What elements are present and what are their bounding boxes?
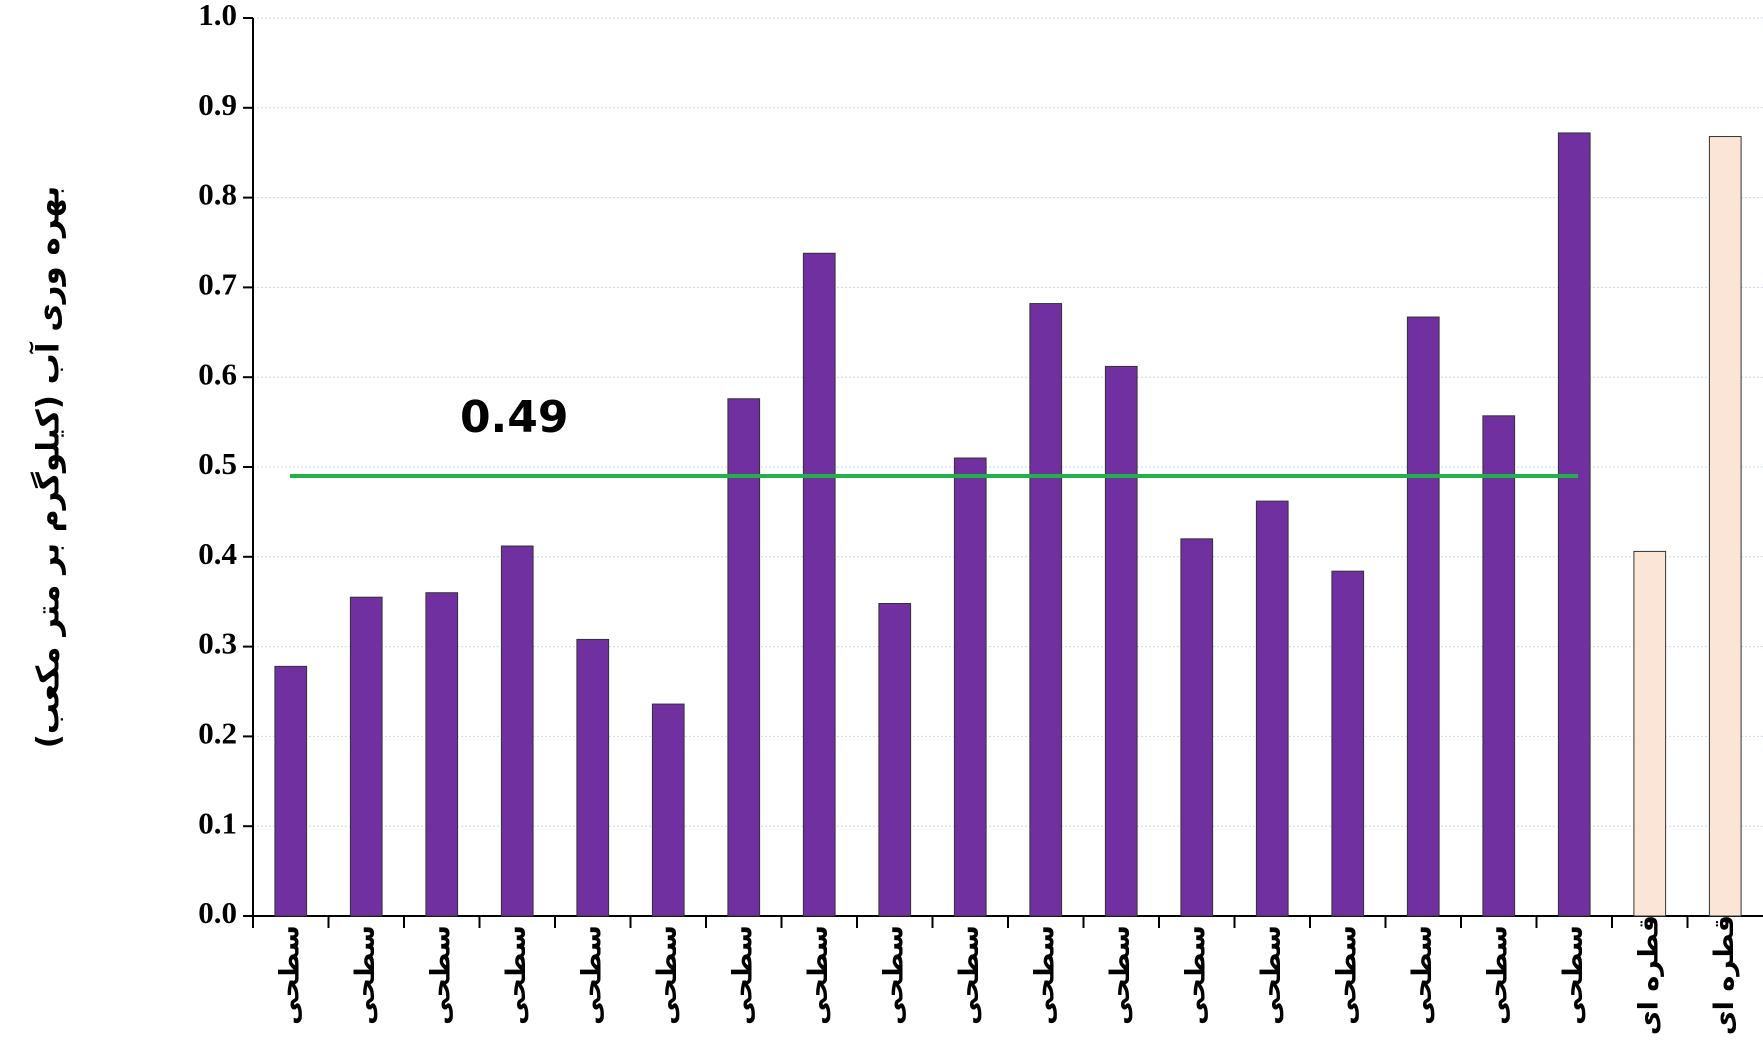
y-tick-label: 0.4 bbox=[198, 536, 237, 571]
x-tick-label: سطحی bbox=[652, 925, 683, 1025]
x-tick-label: سطحی bbox=[425, 925, 456, 1025]
y-tick-label: 0.3 bbox=[198, 626, 237, 661]
x-tick-label: سطحی bbox=[1407, 925, 1438, 1025]
bar bbox=[651, 703, 685, 917]
x-tick-label: سطحی bbox=[727, 925, 758, 1025]
bar bbox=[1633, 550, 1667, 917]
y-tick-label: 0.2 bbox=[198, 716, 237, 751]
bar bbox=[500, 545, 534, 917]
x-tick-label: سطحی bbox=[274, 925, 305, 1025]
y-tick-label: 1.0 bbox=[198, 0, 237, 32]
bar bbox=[953, 457, 987, 917]
x-tick-label: سطحی bbox=[1331, 925, 1362, 1025]
bar bbox=[727, 398, 761, 917]
y-tick-label: 0.1 bbox=[198, 805, 237, 840]
x-tick-label: سطحی bbox=[1256, 925, 1287, 1025]
bar bbox=[1406, 316, 1440, 917]
bar bbox=[1331, 570, 1365, 917]
y-tick-label: 0.8 bbox=[198, 177, 237, 212]
x-tick-label: قطره ای bbox=[1633, 915, 1664, 1035]
y-tick-label: 0.9 bbox=[198, 87, 237, 122]
bar bbox=[1029, 303, 1063, 917]
y-tick-label: 0.6 bbox=[198, 356, 237, 391]
x-tick-label: سطحی bbox=[1180, 925, 1211, 1025]
bar bbox=[425, 592, 459, 917]
x-tick-label: سطحی bbox=[1558, 925, 1589, 1025]
bar bbox=[576, 638, 610, 917]
bar bbox=[878, 602, 912, 917]
x-tick-label: قطره ای bbox=[1709, 915, 1740, 1035]
bar bbox=[274, 665, 308, 917]
x-tick-label: سطحی bbox=[878, 925, 909, 1025]
y-tick-label: 0.5 bbox=[198, 446, 237, 481]
bar bbox=[1180, 538, 1214, 917]
x-tick-label: سطحی bbox=[1105, 925, 1136, 1025]
bar bbox=[1255, 500, 1289, 917]
y-tick-label: 0.7 bbox=[198, 267, 237, 302]
x-tick-label: سطحی bbox=[576, 925, 607, 1025]
mean-label: 0.49 bbox=[460, 392, 569, 443]
bar bbox=[1708, 136, 1742, 917]
x-tick-label: سطحی bbox=[954, 925, 985, 1025]
x-tick-label: سطحی bbox=[501, 925, 532, 1025]
x-tick-label: سطحی bbox=[803, 925, 834, 1025]
bar bbox=[1557, 132, 1591, 917]
y-tick-label: 0.0 bbox=[198, 895, 237, 930]
bar bbox=[349, 596, 383, 917]
bar bbox=[802, 252, 836, 917]
bar bbox=[1104, 365, 1138, 917]
x-tick-label: سطحی bbox=[1482, 925, 1513, 1025]
x-tick-label: سطحی bbox=[350, 925, 381, 1025]
y-axis-title: بهره وری آب (کیلوگرم بر متر مکعب) bbox=[29, 186, 67, 748]
x-tick-label: سطحی bbox=[1029, 925, 1060, 1025]
bar bbox=[1482, 415, 1516, 917]
